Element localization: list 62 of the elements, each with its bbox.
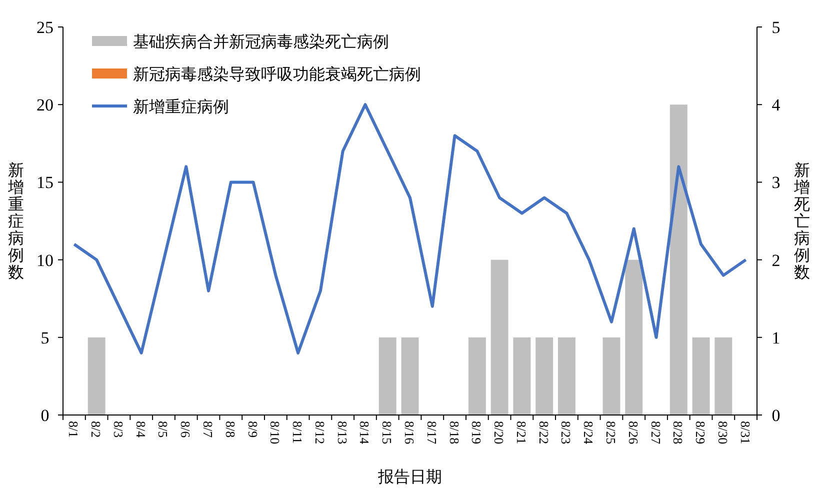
x-tick-label: 8/10	[268, 421, 283, 444]
x-tick-label: 8/1	[66, 421, 82, 438]
x-tick-label: 8/20	[492, 421, 507, 444]
x-tick-label: 8/16	[402, 421, 417, 445]
y2-tick-label: 0	[772, 406, 780, 425]
x-tick-label: 8/17	[424, 421, 440, 445]
bar	[468, 337, 486, 415]
bar	[714, 337, 732, 415]
x-tick-label: 8/5	[156, 421, 171, 438]
y2-tick-label: 3	[772, 173, 780, 192]
x-tick-label: 8/19	[469, 421, 484, 444]
x-tick-label: 8/31	[738, 421, 753, 444]
bar	[602, 337, 620, 415]
x-tick-label: 8/12	[312, 421, 328, 444]
bar	[536, 337, 554, 415]
x-tick-label: 8/21	[514, 421, 529, 444]
x-tick-label: 8/2	[88, 421, 104, 438]
y-tick-label: 10	[36, 250, 54, 270]
x-tick-label: 8/9	[245, 421, 260, 438]
x-tick-label: 8/3	[110, 421, 126, 438]
bar	[401, 337, 419, 415]
bar	[490, 260, 508, 415]
x-axis-title: 报告日期	[377, 468, 442, 486]
y-tick-label: 20	[36, 96, 54, 115]
y-tick-label: 25	[36, 18, 54, 37]
x-tick-label: 8/15	[380, 421, 395, 444]
x-tick-label: 8/11	[290, 421, 306, 444]
y-tick-label: 5	[40, 328, 50, 348]
y-tick-label: 15	[36, 173, 54, 192]
x-tick-label: 8/14	[357, 421, 372, 445]
y2-tick-label: 4	[772, 96, 781, 115]
bar	[378, 337, 396, 415]
x-tick-label: 8/24	[581, 421, 596, 445]
x-tick-label: 8/4	[133, 421, 148, 438]
x-tick-label: 8/28	[670, 421, 686, 444]
bar	[513, 337, 531, 415]
y2-tick-label: 2	[772, 250, 780, 270]
x-tick-label: 8/26	[626, 421, 641, 445]
bar	[692, 337, 710, 415]
y2-tick-label: 1	[772, 328, 780, 348]
bar	[670, 104, 688, 415]
bar	[625, 260, 643, 415]
y-tick-label: 0	[40, 406, 50, 425]
x-tick-label: 8/22	[536, 421, 552, 444]
legend-label: 新增重症病例	[133, 98, 229, 116]
x-tick-label: 8/30	[715, 421, 730, 444]
x-tick-label: 8/7	[200, 421, 216, 438]
legend-label: 新冠病毒感染导致呼吸功能衰竭死亡病例	[133, 66, 421, 84]
y2-tick-label: 5	[772, 18, 780, 37]
x-tick-label: 8/23	[558, 421, 574, 444]
legend-label: 基础疾病合并新冠病毒感染死亡病例	[133, 33, 389, 51]
x-tick-label: 8/27	[648, 421, 664, 445]
x-tick-label: 8/8	[222, 421, 238, 438]
x-tick-label: 8/6	[178, 421, 194, 438]
x-tick-label: 8/29	[693, 421, 708, 444]
bar	[558, 337, 576, 415]
bar	[88, 337, 106, 415]
x-tick-label: 8/18	[446, 421, 462, 444]
y-axis-title: 新增重症病例数	[7, 162, 24, 282]
x-tick-label: 8/25	[603, 421, 618, 444]
y2-axis-title: 新增死亡病例数	[793, 162, 810, 282]
x-tick-label: 8/13	[334, 421, 350, 444]
